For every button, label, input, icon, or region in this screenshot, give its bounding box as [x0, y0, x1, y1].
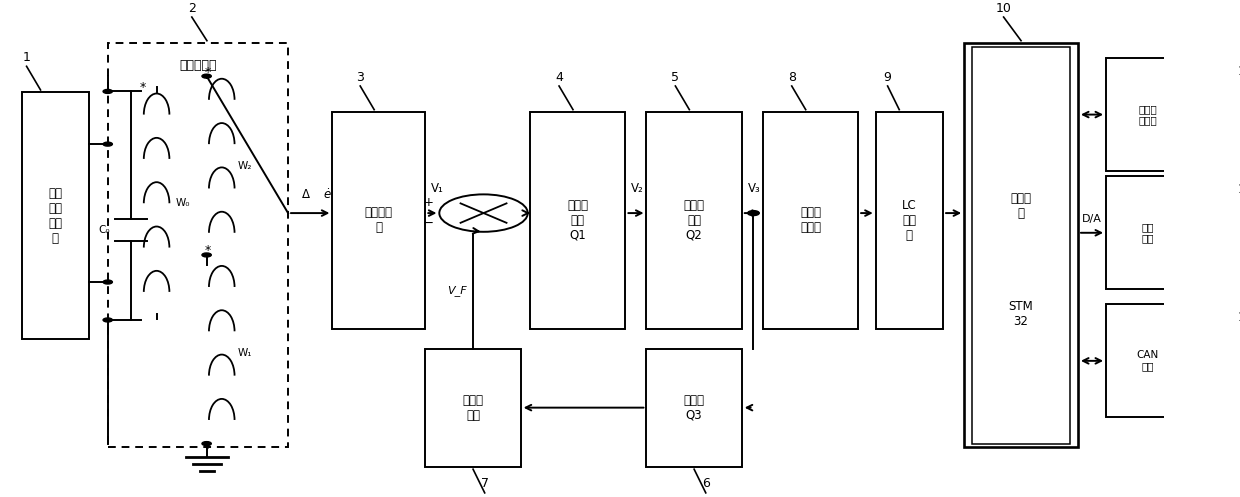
FancyBboxPatch shape — [529, 112, 625, 329]
Text: 10: 10 — [996, 1, 1012, 15]
FancyBboxPatch shape — [875, 112, 944, 329]
FancyBboxPatch shape — [1106, 176, 1189, 289]
Circle shape — [103, 142, 113, 146]
FancyBboxPatch shape — [108, 43, 288, 447]
Text: 1: 1 — [22, 51, 31, 64]
Text: *: * — [140, 81, 146, 94]
Text: D/A: D/A — [1083, 214, 1102, 224]
Text: 积分器
Q3: 积分器 Q3 — [683, 394, 704, 421]
FancyBboxPatch shape — [1106, 58, 1189, 171]
Text: 9: 9 — [884, 71, 892, 83]
Text: V₂: V₂ — [631, 182, 644, 195]
FancyBboxPatch shape — [763, 112, 858, 329]
Text: *: * — [205, 66, 211, 79]
Text: *: * — [205, 441, 211, 455]
Text: 反相放
大器
Q1: 反相放 大器 Q1 — [567, 199, 588, 242]
Text: STM
32: STM 32 — [1008, 300, 1033, 328]
Text: W₁: W₁ — [238, 348, 253, 358]
Text: W₀: W₀ — [175, 198, 190, 208]
Text: 带通滤波
器: 带通滤波 器 — [365, 206, 393, 235]
FancyBboxPatch shape — [332, 112, 425, 329]
Circle shape — [202, 253, 211, 257]
FancyBboxPatch shape — [21, 92, 89, 338]
Text: 2: 2 — [187, 1, 196, 15]
Text: 低通滤
波器: 低通滤 波器 — [463, 394, 484, 421]
Text: W₂: W₂ — [238, 162, 253, 171]
Circle shape — [202, 442, 211, 446]
Text: V₁: V₁ — [432, 182, 444, 195]
Text: −: − — [423, 217, 434, 230]
Circle shape — [103, 318, 113, 322]
Circle shape — [103, 280, 113, 284]
Text: 倍压整
流电路: 倍压整 流电路 — [800, 206, 821, 235]
Text: 5: 5 — [671, 71, 680, 83]
FancyBboxPatch shape — [972, 47, 1070, 444]
Text: 12: 12 — [1238, 183, 1240, 196]
Text: 8: 8 — [787, 71, 796, 83]
Text: 正弦
波发
生电
路: 正弦 波发 生电 路 — [48, 186, 62, 245]
Text: V₃: V₃ — [748, 182, 760, 195]
Text: 6: 6 — [702, 478, 709, 491]
Text: 同相放
大器
Q2: 同相放 大器 Q2 — [683, 199, 704, 242]
FancyBboxPatch shape — [425, 348, 521, 467]
Text: ė: ė — [322, 188, 330, 201]
Text: 微处理
器: 微处理 器 — [1011, 192, 1032, 220]
Text: C₀: C₀ — [98, 225, 110, 235]
Text: LC
滤波
器: LC 滤波 器 — [901, 199, 916, 242]
Text: 13: 13 — [1238, 311, 1240, 324]
FancyBboxPatch shape — [963, 43, 1078, 447]
Circle shape — [202, 74, 211, 78]
Text: *: * — [205, 244, 211, 256]
Circle shape — [103, 89, 113, 93]
FancyBboxPatch shape — [1106, 304, 1189, 417]
Text: 传感器探头: 传感器探头 — [179, 59, 217, 72]
FancyBboxPatch shape — [646, 112, 742, 329]
Text: 3: 3 — [356, 71, 365, 83]
Text: Δ: Δ — [303, 188, 310, 201]
Text: 模拟
输出: 模拟 输出 — [1142, 222, 1154, 244]
Text: 键盘及
显示器: 键盘及 显示器 — [1138, 104, 1157, 125]
FancyBboxPatch shape — [646, 348, 742, 467]
Text: 11: 11 — [1238, 65, 1240, 78]
Text: +: + — [423, 196, 433, 209]
Circle shape — [748, 211, 759, 216]
Text: V_F: V_F — [448, 285, 467, 296]
Text: 7: 7 — [481, 478, 489, 491]
Text: CAN
接口: CAN 接口 — [1137, 350, 1159, 372]
Text: 4: 4 — [556, 71, 563, 83]
